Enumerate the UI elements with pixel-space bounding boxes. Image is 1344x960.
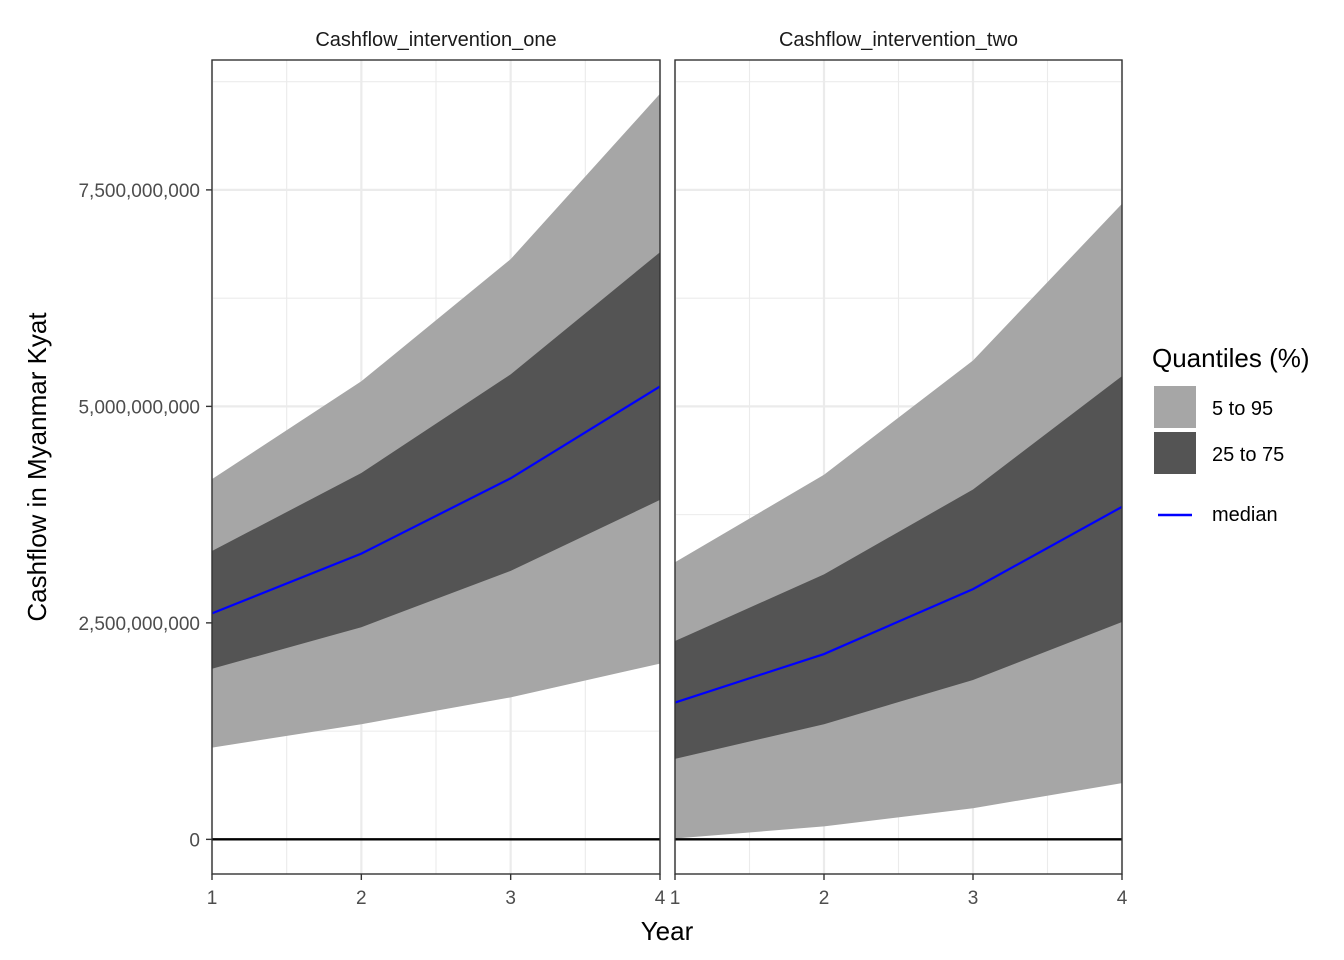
x-tick-label: 2 — [356, 888, 367, 909]
y-tick-label: 7,500,000,000 — [78, 181, 200, 202]
y-tick-label: 0 — [189, 830, 200, 851]
legend-label: 25 to 75 — [1212, 444, 1284, 466]
legend: Quantiles (%) 5 to 95 25 to 75 median — [1152, 343, 1310, 526]
x-tick-label: 3 — [505, 888, 516, 909]
legend-swatch-0 — [1154, 386, 1196, 428]
x-tick-label: 1 — [670, 888, 681, 909]
y-tick-label: 5,000,000,000 — [78, 397, 200, 418]
panel-border — [211, 59, 661, 875]
x-tick-label: 4 — [1117, 888, 1128, 909]
y-axis-title: Cashflow in Myanmar Kyat — [22, 312, 52, 622]
band-25-to-75 — [675, 376, 1122, 759]
panel-2: Cashflow_intervention_two 1 2 3 4 — [670, 29, 1128, 909]
legend-label: 5 to 95 — [1212, 398, 1273, 420]
panel-title: Cashflow_intervention_two — [779, 29, 1018, 51]
x-tick-label: 2 — [819, 888, 830, 909]
legend-label: median — [1212, 504, 1278, 526]
legend-title: Quantiles (%) — [1152, 343, 1310, 373]
panel-border — [674, 59, 1123, 875]
y-tick-label: 2,500,000,000 — [78, 614, 200, 635]
x-tick-label: 3 — [968, 888, 979, 909]
band-25-to-75 — [212, 252, 660, 669]
median-line — [211, 385, 661, 615]
x-tick-label: 1 — [207, 888, 218, 909]
legend-swatch-1 — [1154, 432, 1196, 474]
panel-1: Cashflow_intervention_one 1 2 3 4 — [207, 29, 666, 909]
panel-title: Cashflow_intervention_one — [315, 29, 556, 51]
x-tick-label: 4 — [655, 888, 666, 909]
x-axis-title: Year — [641, 916, 694, 946]
median-line — [674, 505, 1123, 704]
